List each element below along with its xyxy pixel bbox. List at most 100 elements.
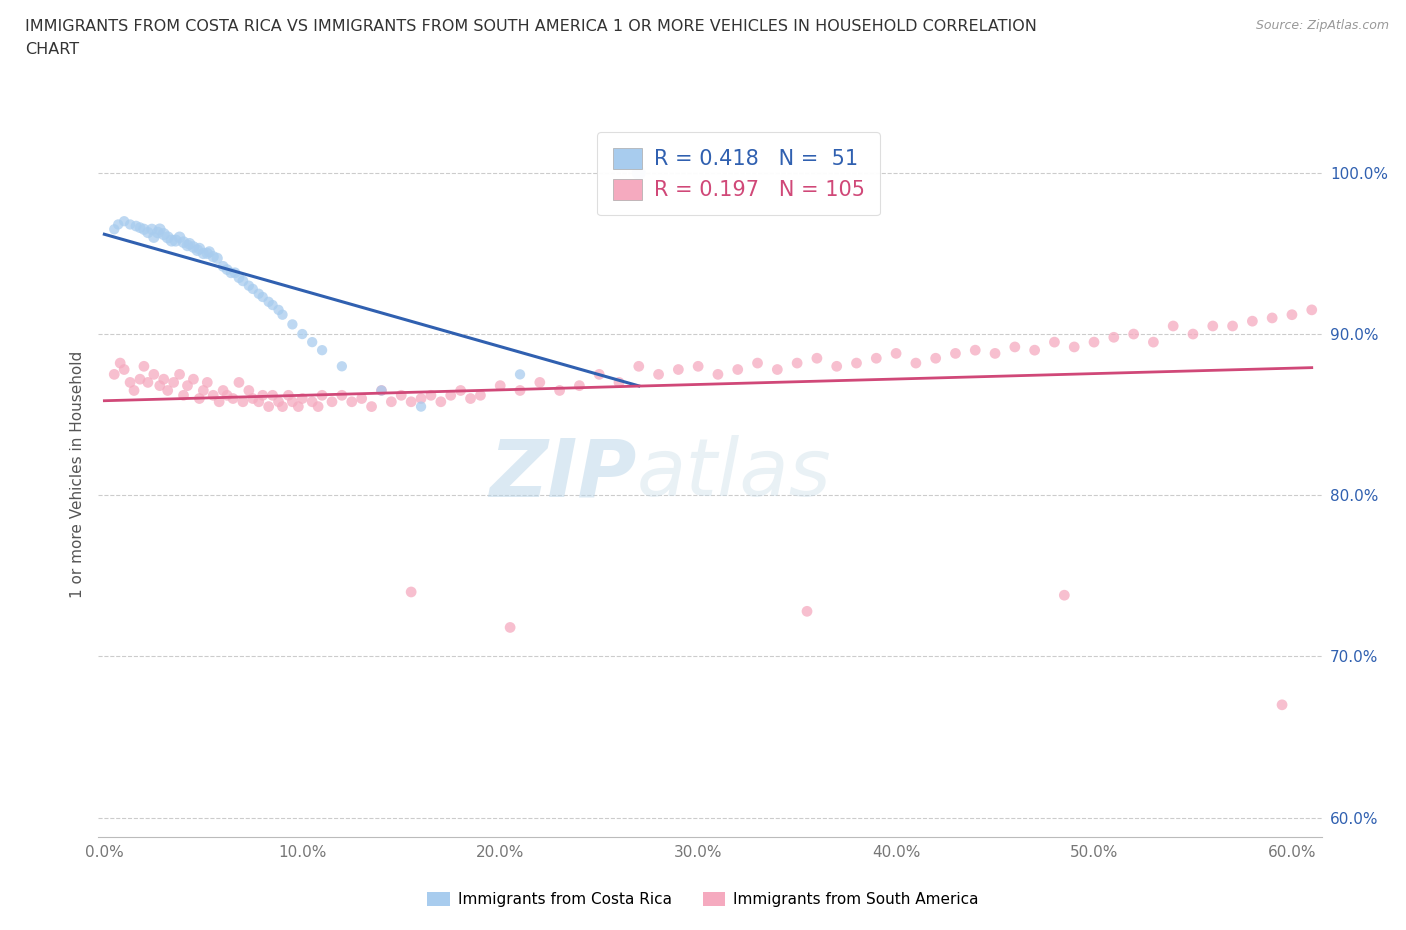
Text: ZIP: ZIP [489,435,637,513]
Point [311,388,333,403]
Point [1222,319,1244,334]
Point [766,362,789,377]
Point [984,346,1007,361]
Point [291,392,314,406]
Point [389,388,412,403]
Point [219,265,242,280]
Point [188,241,211,256]
Text: atlas: atlas [637,435,831,513]
Point [380,394,402,409]
Point [330,359,353,374]
Point [198,245,221,259]
Point [845,355,868,370]
Point [165,233,187,248]
Point [287,399,309,414]
Point [825,359,848,374]
Point [588,367,610,382]
Point [267,394,290,409]
Point [409,392,432,406]
Point [509,367,531,382]
Point [370,383,392,398]
Point [321,394,343,409]
Point [252,388,274,403]
Point [103,222,125,237]
Point [1181,326,1204,341]
Point [707,367,730,382]
Point [156,230,179,245]
Point [340,394,363,409]
Point [568,379,591,393]
Legend: R = 0.418   N =  51, R = 0.197   N = 105: R = 0.418 N = 51, R = 0.197 N = 105 [598,132,880,216]
Point [238,383,260,398]
Point [1102,330,1125,345]
Point [330,388,353,403]
Point [806,351,828,365]
Point [202,249,225,264]
Point [1083,335,1105,350]
Point [146,225,169,240]
Point [489,379,512,393]
Point [267,302,290,317]
Point [409,399,432,414]
Point [420,388,443,403]
Point [242,282,264,297]
Point [440,388,463,403]
Point [499,620,522,635]
Point [103,367,125,382]
Point [904,355,927,370]
Point [796,604,818,618]
Point [112,362,135,377]
Point [450,383,472,398]
Point [281,317,304,332]
Point [212,259,235,273]
Point [965,343,987,358]
Point [1271,698,1294,712]
Point [271,399,294,414]
Point [232,273,254,288]
Point [122,383,145,398]
Point [1004,339,1026,354]
Point [129,372,152,387]
Point [1161,319,1184,334]
Point [627,166,650,180]
Point [747,355,769,370]
Point [1261,311,1284,325]
Point [291,326,314,341]
Point [370,383,392,398]
Point [430,394,453,409]
Point [152,227,174,242]
Point [786,355,808,370]
Point [242,392,264,406]
Point [142,230,165,245]
Point [470,388,492,403]
Point [228,271,250,286]
Point [183,372,205,387]
Point [228,375,250,390]
Point [169,367,191,382]
Point [460,392,482,406]
Point [529,375,551,390]
Point [238,278,260,293]
Point [360,399,382,414]
Point [924,351,946,365]
Point [252,289,274,304]
Point [132,222,155,237]
Point [247,286,270,301]
Point [208,394,231,409]
Text: Source: ZipAtlas.com: Source: ZipAtlas.com [1256,19,1389,32]
Point [1202,319,1225,334]
Point [509,383,531,398]
Text: CHART: CHART [25,42,79,57]
Point [212,383,235,398]
Point [179,236,201,251]
Point [149,222,172,237]
Point [136,375,159,390]
Point [301,394,323,409]
Point [195,246,218,261]
Point [173,234,195,249]
Point [129,220,152,235]
Text: IMMIGRANTS FROM COSTA RICA VS IMMIGRANTS FROM SOUTH AMERICA 1 OR MORE VEHICLES I: IMMIGRANTS FROM COSTA RICA VS IMMIGRANTS… [25,19,1038,33]
Point [176,238,198,253]
Point [183,240,205,255]
Point [120,375,142,390]
